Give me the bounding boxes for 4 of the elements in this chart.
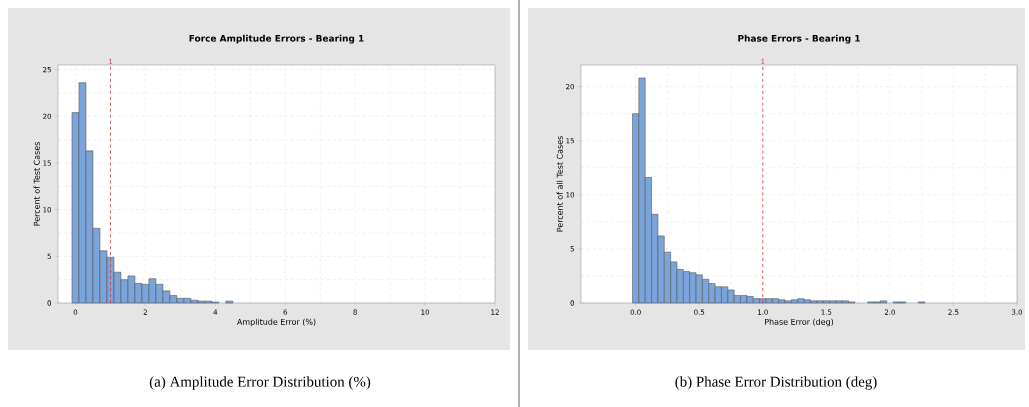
chart-title: Phase Errors - Bearing 1 xyxy=(738,34,860,44)
text: (b) Phase Error Distribution (deg) xyxy=(675,376,877,390)
text: (a) Amplitude Error Distribution (%) xyxy=(149,376,371,390)
chart-title: Force Amplitude Errors - Bearing 1 xyxy=(189,34,364,44)
